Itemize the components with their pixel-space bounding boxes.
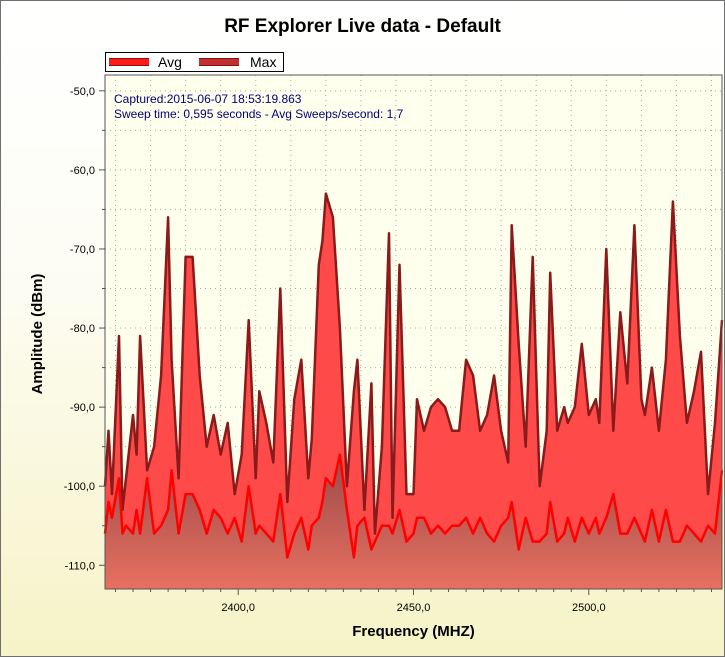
y-tick-label: -100,0 xyxy=(64,481,95,493)
sweep-info: Sweep time: 0,595 seconds - Avg Sweeps/s… xyxy=(114,107,404,121)
max-series-area xyxy=(105,193,722,589)
legend-avg-swatch xyxy=(109,58,149,66)
x-axis-title: Frequency (MHZ) xyxy=(352,623,475,640)
legend-max-label: Max xyxy=(250,54,277,70)
avg-series-area xyxy=(105,454,722,589)
y-tick-label: -70,0 xyxy=(70,244,95,256)
avg-series-line xyxy=(103,453,724,559)
max-series-line xyxy=(103,192,724,535)
axis-ticks xyxy=(99,90,712,595)
legend: Avg Max xyxy=(105,52,284,72)
x-tick-label: 2450,0 xyxy=(397,602,431,614)
y-tick-label: -50,0 xyxy=(70,86,95,98)
legend-max-swatch xyxy=(199,58,239,66)
axis-labels: -50,0 -60,0 -70,0 -80,0 -90,0 -100,0 -110,0 240… xyxy=(64,86,606,614)
y-axis-title: Amplitude (dBm) xyxy=(29,274,46,395)
capture-info: Captured:2015-06-07 18:53:19.863 xyxy=(114,92,302,106)
chart-title: RF Explorer Live data - Default xyxy=(224,16,501,37)
x-tick-label: 2500,0 xyxy=(572,602,606,614)
y-tick-label: -110,0 xyxy=(65,560,95,572)
x-tick-label: 2400,0 xyxy=(221,602,255,614)
y-tick-label: -90,0 xyxy=(70,402,95,414)
legend-avg-label: Avg xyxy=(158,54,182,70)
y-tick-label: -60,0 xyxy=(70,165,95,177)
y-tick-label: -80,0 xyxy=(70,323,95,335)
gridlines xyxy=(105,75,722,589)
